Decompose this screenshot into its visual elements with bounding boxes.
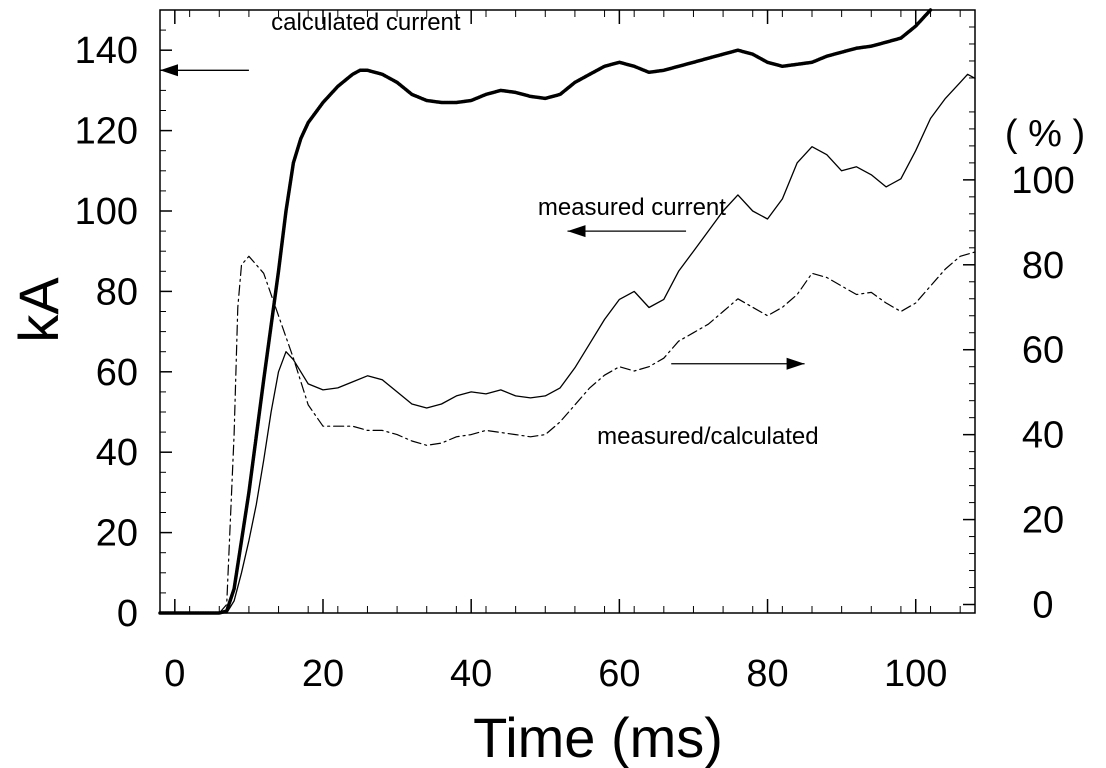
series-line-2 <box>159 251 976 614</box>
x-tick-label: 40 <box>450 653 492 695</box>
annotation-arrowhead-ratio <box>786 357 805 370</box>
x-tick-label: 100 <box>884 653 947 695</box>
y-tick-label: 100 <box>75 191 138 233</box>
y-tick-label: 120 <box>75 111 138 153</box>
plot-frame <box>159 9 976 614</box>
y-tick-label: 0 <box>117 593 138 635</box>
series-line-1 <box>159 73 976 614</box>
y-tick-labels: 0 20 40 60 80 100 120 140 <box>75 30 138 635</box>
annotation-arrowhead-meas <box>567 225 586 238</box>
annotation-arrowhead-calc <box>160 64 178 77</box>
y2-axis-title: ( % ) <box>1005 113 1085 155</box>
y2-tick-label: 80 <box>1022 245 1064 287</box>
y-tick-label: 140 <box>75 30 138 72</box>
y-tick-label: 60 <box>96 352 138 394</box>
x-tick-label: 80 <box>746 653 788 695</box>
annotation-label-ratio: measured/calculated <box>597 423 818 450</box>
y-tick-label: 80 <box>96 271 138 313</box>
annotation-layer: calculated current measured current measur… <box>160 9 819 450</box>
y2-tick-label: 0 <box>1032 585 1053 627</box>
y-axis-title: kA <box>7 277 70 343</box>
annotation-label-meas: measured current <box>538 194 726 221</box>
y2-tick-label: 40 <box>1022 415 1064 457</box>
y2-tick-labels: 0 20 40 60 80 100 <box>1011 160 1074 627</box>
major-ticks <box>160 10 975 614</box>
y-tick-label: 20 <box>96 513 138 555</box>
y2-tick-label: 20 <box>1022 500 1064 542</box>
y2-tick-label: 60 <box>1022 330 1064 372</box>
x-tick-label: 0 <box>164 653 185 695</box>
y2-tick-label: 100 <box>1011 160 1074 202</box>
series-line-0 <box>158 8 933 615</box>
annotation-label-calc: calculated current <box>271 9 461 36</box>
x-tick-label: 20 <box>302 653 344 695</box>
minor-ticks <box>160 10 975 613</box>
x-axis-title: Time (ms) <box>473 706 723 768</box>
y-tick-label: 40 <box>96 432 138 474</box>
x-tick-label: 60 <box>598 653 640 695</box>
series-layer <box>158 8 976 615</box>
x-tick-labels: 0 20 40 60 80 100 <box>164 653 947 695</box>
